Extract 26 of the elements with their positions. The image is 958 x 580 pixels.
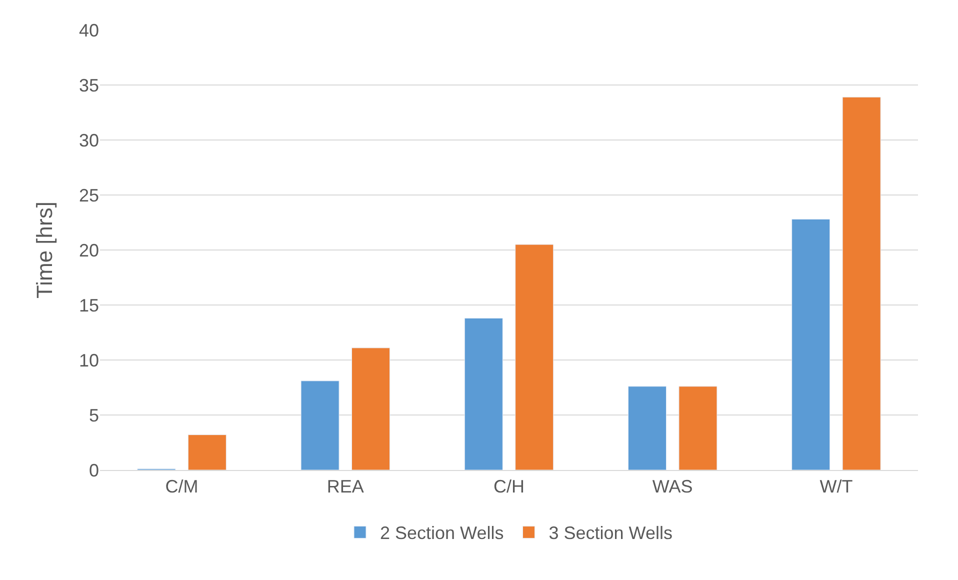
- x-tick-label: C/H: [494, 476, 524, 497]
- y-tick-label: 20: [78, 240, 99, 260]
- legend-label: 2 Section Wells: [380, 523, 504, 544]
- bar: [188, 434, 226, 470]
- bar: [628, 386, 667, 470]
- y-axis-title: Time [hrs]: [32, 202, 57, 298]
- y-tick-label: 35: [78, 75, 99, 96]
- bar: [351, 348, 390, 470]
- y-tick-label: 15: [78, 295, 99, 316]
- x-tick-label: REA: [326, 476, 364, 497]
- bar: [792, 218, 830, 470]
- bar: [842, 96, 881, 470]
- bar: [515, 244, 554, 470]
- y-tick-label: 10: [78, 350, 99, 370]
- x-tick-label: WAS: [652, 476, 693, 497]
- x-tick-label: C/M: [165, 476, 198, 497]
- bar: [464, 318, 503, 470]
- bar: [300, 380, 340, 470]
- y-tick-label: 5: [88, 405, 99, 426]
- y-tick-label: 40: [78, 20, 99, 40]
- bar: [678, 386, 718, 470]
- y-tick-label: 30: [78, 130, 99, 150]
- x-tick-label: W/T: [820, 476, 853, 497]
- legend-label: 3 Section Wells: [548, 523, 672, 544]
- y-tick-label: 25: [78, 185, 99, 206]
- y-tick-label: 0: [88, 460, 99, 480]
